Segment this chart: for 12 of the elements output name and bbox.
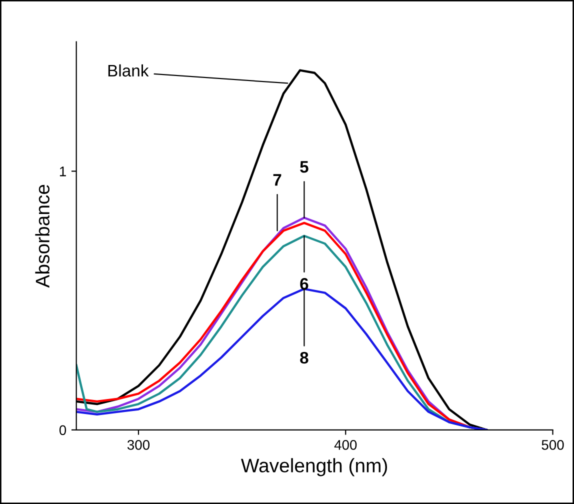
y-tick-label: 1 (60, 166, 66, 176)
annotation: 5 (300, 161, 308, 173)
x-tick-label: 500 (542, 440, 564, 450)
y-tick-label: 0 (59, 425, 66, 436)
annotation: Blank (108, 64, 149, 77)
annotation: 6 (300, 278, 308, 290)
x-tick-label: 300 (127, 440, 150, 450)
annotation: 8 (300, 352, 308, 364)
y-axis-title: Absorbance (35, 184, 50, 288)
x-tick-label: 400 (334, 440, 357, 450)
x-axis-title: Wavelength (nm) (240, 458, 388, 476)
annotation: 7 (273, 174, 282, 186)
